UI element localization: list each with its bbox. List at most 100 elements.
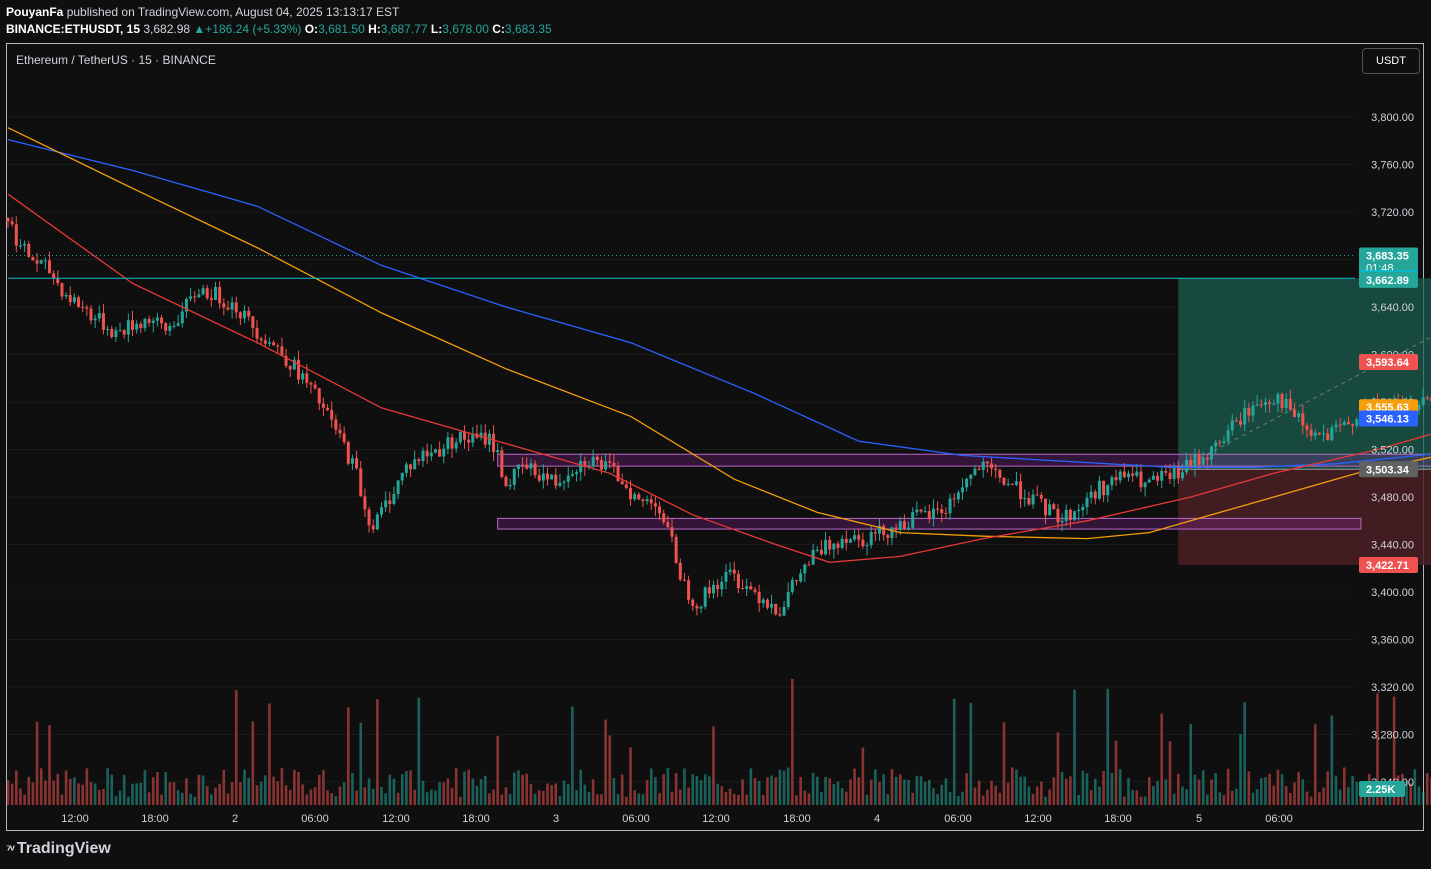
candle-body [1151, 475, 1155, 480]
close-label: C: [492, 22, 505, 36]
pane-title: Ethereum / TetherUS · 15 · BINANCE [16, 53, 216, 67]
symbol-name[interactable]: BINANCE:ETHUSDT, 15 [6, 22, 141, 36]
tradingview-logo[interactable]: ⁷ᵛ TradingView [6, 840, 111, 858]
candle-body [741, 588, 745, 590]
candle-body [666, 522, 670, 528]
volume-bar [1015, 769, 1018, 805]
candle-body [6, 217, 10, 222]
volume-bar [160, 794, 163, 805]
volume-bar [251, 721, 255, 805]
candle-body [691, 599, 695, 606]
candle-body [907, 527, 911, 529]
x-axis-tick-label: 06:00 [622, 813, 650, 825]
price-change: ▲+186.24 (+5.33%) [193, 22, 302, 36]
candle-body [1114, 477, 1118, 481]
volume-bar [562, 780, 566, 805]
candle-body [944, 513, 948, 515]
volume-bar [388, 774, 392, 805]
candle-body [222, 303, 226, 308]
candle-body [541, 473, 545, 481]
volume-bar [957, 795, 960, 805]
candle-body [164, 323, 168, 331]
volume-bar [434, 790, 437, 805]
volume-bar [230, 782, 234, 805]
candle-body [504, 477, 508, 487]
candle-body [645, 499, 649, 502]
candle-body [1010, 483, 1014, 485]
volume-bar [355, 790, 358, 805]
candle-body [579, 460, 583, 473]
volume-bar [430, 789, 433, 805]
volume-bar [1260, 778, 1263, 805]
candle-body [342, 433, 346, 443]
candle-body [1255, 404, 1259, 406]
x-axis-tick-label: 18:00 [783, 813, 811, 825]
volume-bar [1127, 777, 1130, 805]
candle-body [1168, 472, 1172, 480]
volume-bar [952, 698, 956, 805]
volume-bar [865, 794, 869, 805]
volume-bar [803, 790, 807, 805]
candle-body [844, 538, 848, 543]
volume-bar [965, 773, 968, 805]
volume-bar [911, 792, 914, 805]
candle-body [209, 297, 213, 300]
volume-bar [27, 776, 31, 805]
volume-bar [649, 768, 653, 805]
candle-body [89, 308, 93, 321]
volume-bar [923, 781, 927, 805]
volume-bar [670, 791, 674, 805]
candle-body [39, 260, 43, 264]
author-name[interactable]: PouyanFa [6, 5, 64, 19]
candle-body [533, 463, 537, 476]
volume-bar [1268, 773, 1271, 805]
volume-bar [1152, 785, 1155, 805]
candle-body [824, 539, 828, 555]
volume-bar [1264, 777, 1267, 805]
candle-body [139, 323, 143, 329]
volume-bar [1069, 776, 1072, 805]
candle-body [1172, 466, 1176, 480]
volume-bar [438, 782, 441, 805]
candle-body [1210, 446, 1213, 460]
volume-bar [1044, 796, 1047, 805]
candle-body [707, 587, 711, 594]
candle-body [93, 318, 97, 321]
volume-bar [533, 793, 537, 805]
price-label: 3,683.35 [1366, 251, 1409, 263]
candle-body [927, 511, 931, 519]
volume-bar [110, 774, 114, 805]
candle-body [27, 243, 31, 257]
volume-bar [566, 784, 570, 805]
candle-body [894, 527, 898, 531]
volume-bar [317, 774, 321, 805]
volume-bar [699, 780, 703, 805]
volume-bar [102, 788, 105, 805]
volume-bar [940, 784, 944, 805]
candle-body [135, 323, 139, 330]
candle-body [1039, 495, 1043, 499]
x-axis-tick-label: 4 [874, 813, 880, 825]
volume-bar [932, 788, 935, 805]
volume-bar [351, 772, 354, 805]
volume-bar [1094, 778, 1097, 805]
candle-body [770, 603, 774, 608]
candle-body [168, 325, 172, 331]
currency-button[interactable]: USDT [1362, 48, 1420, 74]
candle-body [500, 450, 504, 478]
high-label: H: [368, 22, 381, 36]
volume-bar [380, 786, 383, 805]
candle-body [106, 329, 110, 331]
candle-body [969, 474, 973, 479]
volume-label: 2.25K [1366, 784, 1395, 796]
volume-bar [89, 782, 93, 805]
volume-bar [330, 793, 333, 805]
candle-body [554, 474, 558, 486]
volume-bar [446, 778, 450, 805]
volume-bar [218, 783, 221, 805]
volume-bar [583, 784, 587, 805]
candle-body [409, 464, 413, 470]
volume-bar [1322, 787, 1325, 805]
volume-bar [703, 774, 707, 805]
